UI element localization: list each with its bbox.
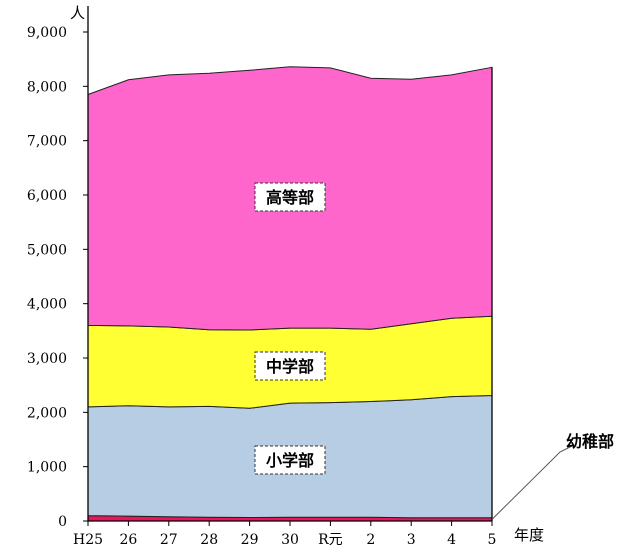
x-tick-labels: H25 26 27 28 29 30 R元 2 3 4 5	[73, 532, 496, 546]
series-label-callout: 幼稚部	[566, 432, 614, 451]
series-label-box	[254, 182, 326, 212]
y-axis-unit: 人	[70, 4, 85, 22]
series-label: 中学部	[266, 357, 314, 376]
callout-line	[491, 445, 573, 520]
y-tick-label: 2,000	[27, 405, 67, 421]
x-tick-label: 28	[200, 532, 218, 546]
y-tick-label: 5,000	[27, 242, 67, 258]
x-tick-label: 5	[488, 532, 497, 546]
x-tick-label: 3	[407, 532, 416, 546]
y-tick-labels: 0 1,000 2,000 3,000 4,000 5,000 6,000 7,000 8,00…	[27, 25, 67, 530]
x-tick-label: 2	[366, 532, 375, 546]
y-tick-label: 6,000	[27, 188, 67, 204]
y-tick-label: 1,000	[27, 460, 67, 476]
y-tick-label: 3,000	[27, 351, 67, 367]
series-label-box	[254, 445, 326, 475]
x-tick-label: R元	[318, 532, 343, 546]
x-tick-label: 30	[281, 532, 299, 546]
y-tick-label: 0	[58, 514, 67, 530]
series-label: 高等部	[266, 188, 314, 207]
y-tick-label: 9,000	[27, 25, 67, 41]
y-tick-label: 4,000	[27, 297, 67, 313]
series-label: 小学部	[266, 451, 314, 470]
x-tick-label: H25	[73, 532, 103, 546]
x-tick-label: 26	[119, 532, 137, 546]
x-tick-label: 4	[447, 532, 456, 546]
y-tick-label: 8,000	[27, 79, 67, 95]
x-axis-unit: 年度	[514, 526, 544, 544]
x-tick-label: 29	[241, 532, 259, 546]
axes	[83, 6, 493, 526]
series-label-box	[254, 351, 326, 381]
y-tick-label: 7,000	[27, 134, 67, 150]
x-tick-label: 27	[160, 532, 178, 546]
